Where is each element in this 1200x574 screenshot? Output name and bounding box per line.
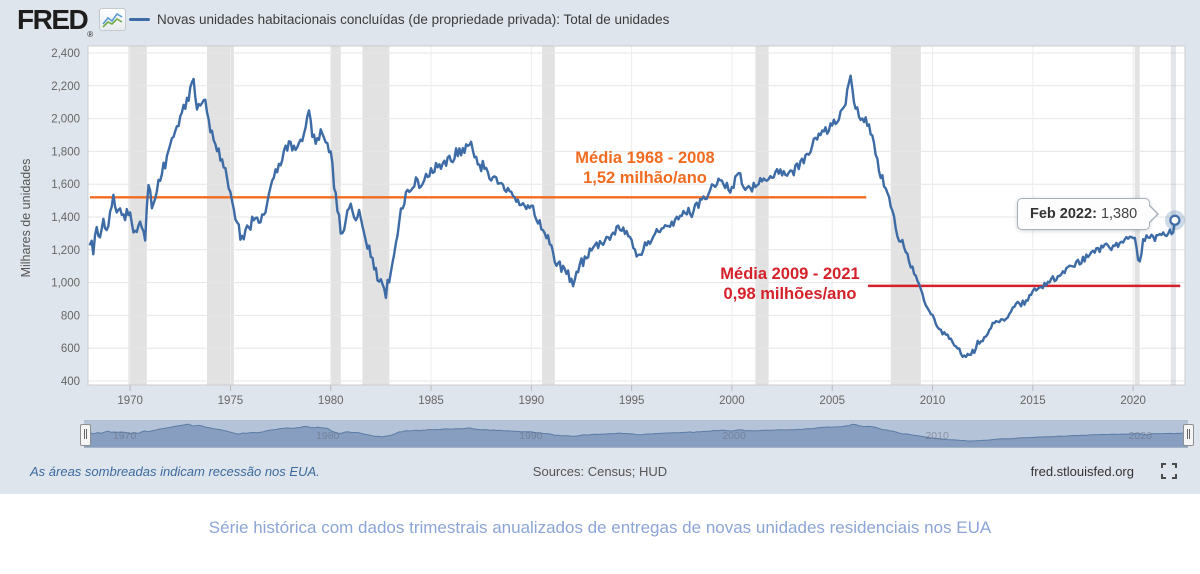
fullscreen-icon[interactable] [1160, 462, 1178, 480]
mean-2009-2021-annotation: Média 2009 - 2021 0,98 milhões/ano [690, 264, 890, 304]
tooltip-date-label: Feb 2022: [1030, 206, 1097, 222]
recession-band [362, 46, 390, 385]
x-axis-tick-label: 2005 [819, 395, 845, 407]
range-navigator[interactable]: 1970 1980 1990 2000 2010 2020 [84, 420, 1188, 448]
navigator-year-label: 1980 [316, 430, 340, 442]
recession-band [206, 46, 234, 385]
navigator-year-label: 1990 [519, 430, 543, 442]
navigator-year-label: 2020 [1129, 430, 1153, 442]
fred-site-link[interactable]: fred.stlouisfed.org [1030, 464, 1134, 479]
y-axis-tick-label: 1,200 [51, 245, 80, 257]
y-axis-tick-label: 1,000 [51, 278, 80, 290]
recession-band [330, 46, 341, 385]
y-axis-tick-label: 400 [61, 376, 80, 388]
last-point-marker[interactable] [1169, 214, 1181, 226]
y-axis-title: Milhares de unidades [19, 159, 33, 278]
recession-band [755, 46, 769, 385]
recession-note: As áreas sombreadas indicam recessão nos… [30, 464, 320, 479]
chart-caption: Série histórica com dados trimestrais an… [208, 518, 992, 537]
plot-border [87, 45, 1186, 386]
sparkline-chart-icon [99, 8, 126, 31]
plot-background [88, 46, 1185, 385]
sources-text: Sources: Census; HUD [532, 464, 668, 479]
data-series-line [88, 74, 1177, 359]
navigator-right-handle[interactable] [1183, 424, 1194, 446]
fred-chart-widget: FRED® Novas unidades habitacionais concl… [0, 0, 1200, 494]
mean1-annotation-line1: Média 1968 - 2008 [575, 149, 715, 167]
x-axis-tick-label: 1980 [318, 395, 344, 407]
registered-mark: ® [87, 30, 94, 39]
y-axis-tick-label: 2,200 [51, 81, 80, 93]
fred-logo-text: FRED [17, 4, 89, 35]
legend-label: Novas unidades habitacionais concluídas … [157, 11, 670, 27]
page-caption-area: Série histórica com dados trimestrais an… [0, 494, 1200, 574]
tooltip-value: 1,380 [1100, 206, 1138, 222]
y-axis-tick-label: 1,800 [51, 146, 80, 158]
x-axis-tick-label: 1990 [519, 395, 545, 407]
recession-band [542, 46, 555, 385]
x-axis-tick-label: 2020 [1120, 395, 1146, 407]
mean1-annotation-line2: 1,52 milhão/ano [583, 169, 707, 188]
series-legend[interactable]: Novas unidades habitacionais concluídas … [129, 9, 669, 29]
legend-line-marker [129, 17, 150, 21]
main-chart-plot-area[interactable]: 400 600 800 1,000 1,200 1,400 1,600 1,800 2,000 2… [0, 40, 1200, 418]
navigator-left-handle[interactable] [80, 424, 91, 446]
navigator-line [84, 423, 1183, 442]
x-axis-tick-label: 1970 [117, 395, 143, 407]
x-axis-tick-label: 1995 [619, 395, 645, 407]
x-axis-tick-label: 1975 [218, 395, 244, 407]
navigator-year-label: 1970 [113, 430, 137, 442]
mean-1968-2008-annotation: Média 1968 - 2008 1,52 milhão/ano [545, 148, 745, 188]
navigator-year-label: 2010 [925, 430, 949, 442]
data-point-tooltip: Feb 2022: 1,380 [1017, 198, 1159, 230]
y-axis-tick-label: 600 [61, 343, 80, 355]
recession-band [128, 46, 147, 385]
recession-band [890, 46, 921, 385]
y-axis-tick-label: 1,400 [51, 212, 80, 224]
y-axis-tick-label: 1,600 [51, 179, 80, 191]
mean2-annotation-line1: Média 2009 - 2021 [720, 265, 860, 283]
x-axis-tick-label: 2010 [920, 395, 946, 407]
y-axis-tick-label: 2,000 [51, 114, 80, 126]
fred-logo[interactable]: FRED® [17, 4, 93, 39]
x-axis-tick-label: 2015 [1020, 395, 1046, 407]
y-axis-tick-label: 800 [61, 310, 80, 322]
mean2-annotation-line2: 0,98 milhões/ano [723, 285, 857, 304]
x-axis-tick-label: 1985 [418, 395, 444, 407]
navigator-year-label: 2000 [722, 430, 746, 442]
x-axis-tick-label: 2000 [719, 395, 745, 407]
navigator-area [84, 424, 1188, 448]
navigator-selected-range[interactable] [84, 420, 1188, 448]
y-axis-tick-label: 2,400 [51, 48, 80, 60]
